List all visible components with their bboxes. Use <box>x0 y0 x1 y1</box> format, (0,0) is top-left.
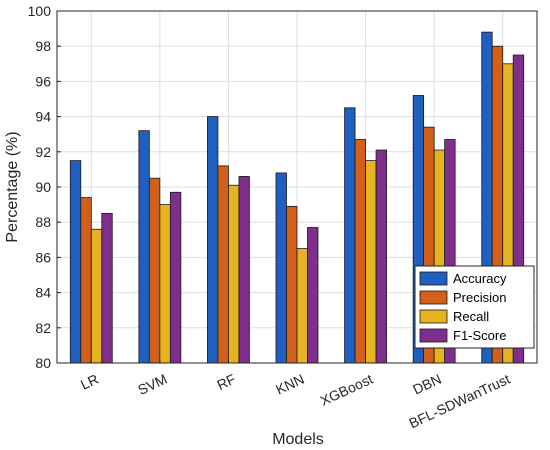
legend-label-precision: Precision <box>453 290 506 305</box>
legend-label-accuracy: Accuracy <box>453 271 507 286</box>
bar-f1-score-lr <box>101 212 113 364</box>
x-tick-label: KNN <box>273 371 307 398</box>
y-tick-label: 90 <box>35 179 51 195</box>
bar-accuracy-svm <box>138 130 150 364</box>
y-tick-label: 94 <box>35 109 51 125</box>
y-tick-label: 84 <box>35 285 51 301</box>
bar-accuracy-lr <box>69 160 82 364</box>
bar-precision-xgboost <box>354 139 366 364</box>
legend-label-f1-score: F1-Score <box>453 328 506 343</box>
legend-swatch-f1-score <box>419 328 448 343</box>
y-tick-labels: 80 82 84 86 88 90 92 94 96 98 100 <box>28 3 61 371</box>
bar-accuracy-xgboost <box>344 107 356 364</box>
bar-precision-lr <box>80 197 92 364</box>
bar-f1-score-knn <box>307 227 319 364</box>
bar-recall-knn <box>296 248 308 364</box>
x-tick-label: RF <box>214 371 238 393</box>
bar-f1-score-rf <box>238 176 250 364</box>
legend-swatch-recall <box>419 309 448 324</box>
bar-recall-rf <box>228 184 240 364</box>
legend-swatch-accuracy <box>419 271 448 286</box>
bar-recall-lr <box>90 228 103 364</box>
legend: Accuracy Precision Recall F1-Score <box>414 265 535 349</box>
y-tick-label: 100 <box>28 3 52 19</box>
bar-precision-svm <box>148 177 161 364</box>
bar-f1-score-xgboost <box>375 149 387 364</box>
bar-precision-rf <box>217 165 229 364</box>
legend-label-recall: Recall <box>453 309 489 324</box>
y-tick-label: 82 <box>35 320 51 336</box>
legend-swatch-precision <box>419 290 448 305</box>
y-axis-label: Percentage (%) <box>4 131 21 242</box>
y-tick-label: 92 <box>35 144 51 160</box>
bar-f1-score-svm <box>169 191 182 364</box>
y-tick-label: 86 <box>35 249 51 265</box>
bar-recall-xgboost <box>365 160 377 364</box>
x-tick-label: DBN <box>410 371 444 398</box>
y-tick-label: 80 <box>35 355 51 371</box>
x-tick-label: LR <box>78 371 101 393</box>
bar-accuracy-knn <box>275 172 287 364</box>
bar-recall-svm <box>159 204 171 364</box>
y-tick-label: 88 <box>35 214 51 230</box>
bar-precision-knn <box>286 205 298 364</box>
legend-entries: Accuracy Precision Recall F1-Score <box>419 271 507 343</box>
x-tick-label: SVM <box>135 371 169 398</box>
bar-accuracy-rf <box>207 116 219 364</box>
x-tick-label: XGBoost <box>318 371 376 409</box>
x-axis-label: Models <box>272 431 324 448</box>
y-tick-label: 96 <box>35 73 51 89</box>
y-tick-label: 98 <box>35 38 51 54</box>
